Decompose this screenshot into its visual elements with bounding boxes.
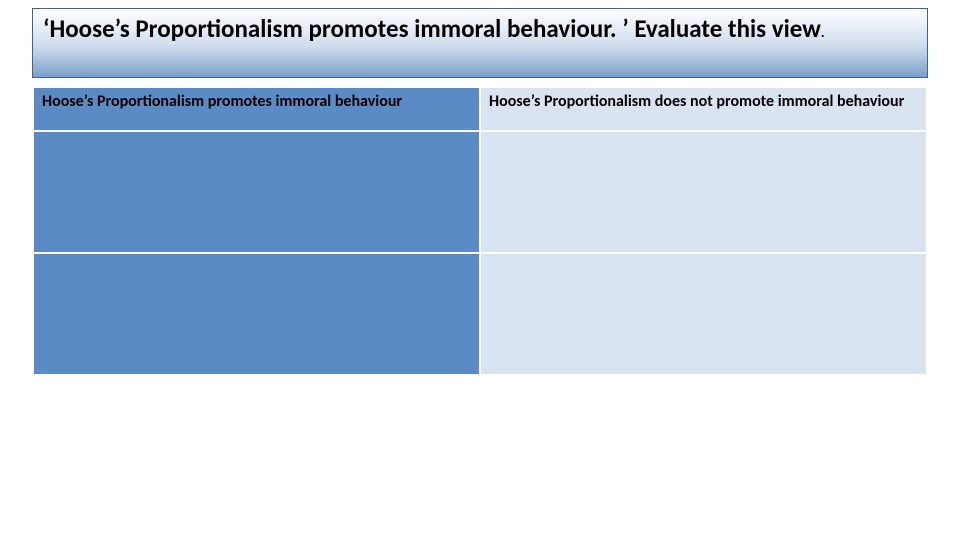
- cell-for-1: [33, 131, 480, 253]
- column-header-against: Hoose’s Proportionalism does not promote…: [480, 87, 927, 131]
- cell-against-2: [480, 253, 927, 375]
- cell-against-1: [480, 131, 927, 253]
- title-main-text: ‘Hoose’s Proportionalism promotes immora…: [43, 13, 821, 44]
- cell-for-2: [33, 253, 480, 375]
- comparison-table: Hoose’s Proportionalism promotes immoral…: [32, 86, 928, 376]
- slide: ‘Hoose’s Proportionalism promotes immora…: [0, 0, 960, 540]
- title-period: .: [821, 24, 825, 41]
- table-row: [33, 253, 927, 375]
- table-header-row: Hoose’s Proportionalism promotes immoral…: [33, 87, 927, 131]
- table-row: [33, 131, 927, 253]
- title-box: ‘Hoose’s Proportionalism promotes immora…: [32, 8, 928, 78]
- slide-title: ‘Hoose’s Proportionalism promotes immora…: [43, 15, 825, 43]
- column-header-for: Hoose’s Proportionalism promotes immoral…: [33, 87, 480, 131]
